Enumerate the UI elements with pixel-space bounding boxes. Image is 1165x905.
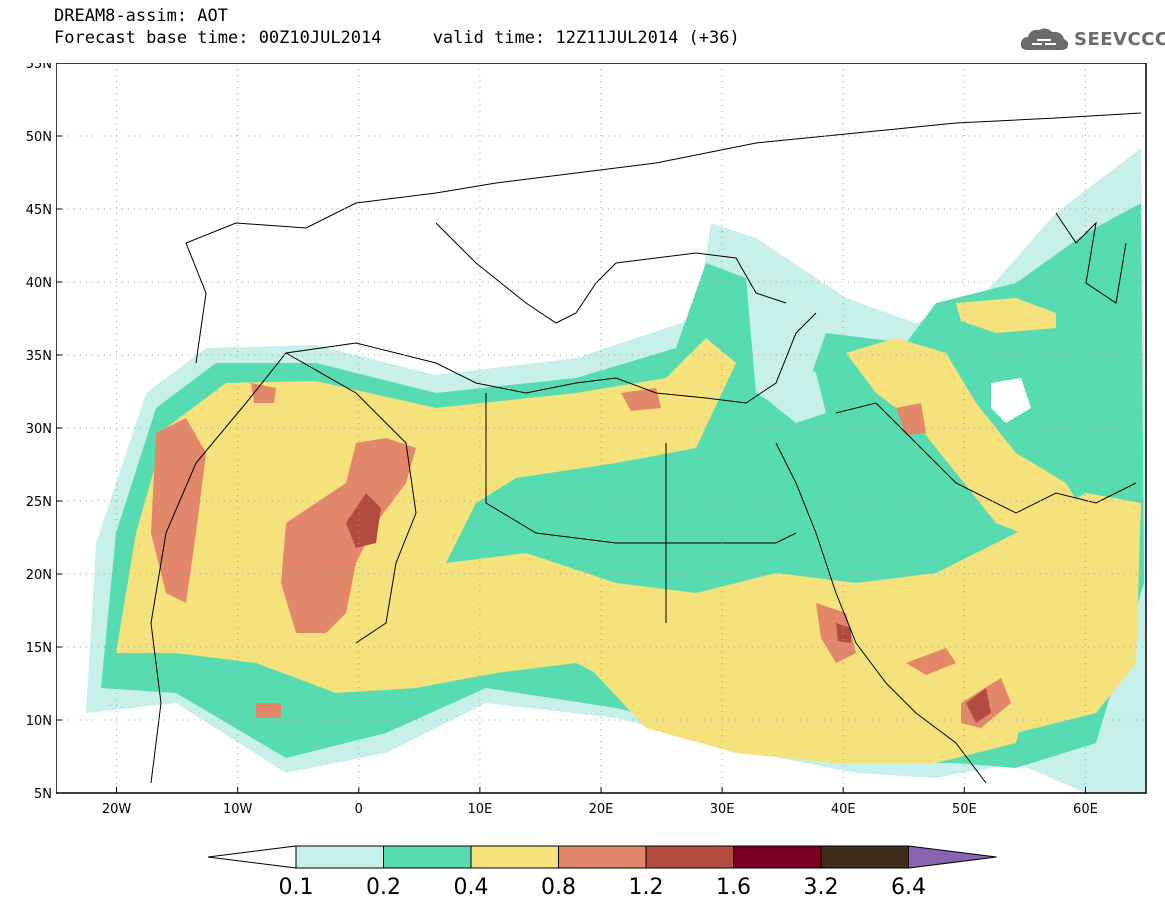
colorbar-swatch [558,845,647,869]
lon-tick-label: 10E [468,802,493,817]
colorbar-swatch [645,845,734,869]
colorbar-swatch [733,845,822,869]
colorbar-swatch [295,845,384,869]
aot-map: 20W 10W 0 10E 20E 30E 40E 50E 60E [56,63,1147,817]
logo-text: SEEVCCC [1074,28,1165,50]
lon-tick-label: 10W [223,802,253,817]
latitude-axis [56,63,62,794]
lat-tick-label: 15N [26,641,52,656]
map-title: DREAM8-assim: AOT [54,6,228,26]
longitude-axis: 20W 10W 0 10E 20E 30E 40E 50E 60E [102,787,1098,817]
lat-tick-label: 50N [26,130,52,145]
colorbar-swatch [383,845,472,869]
cloud-icon [1020,28,1069,50]
colorbar-label: 6.4 [891,875,926,900]
lat-tick-label: 25N [26,495,52,510]
lat-tick-label: 20N [26,568,52,583]
colorbar-label: 1.6 [716,875,751,900]
colorbar-label: 1.2 [629,875,664,900]
aot-field [86,148,1146,793]
lon-tick-label: 20E [589,802,614,817]
lon-tick-label: 20W [102,802,132,817]
colorbar-high-arrow [908,845,997,869]
lat-tick-label: 5N [34,787,52,802]
colorbar-label: 0.1 [279,875,314,900]
lon-tick-label: 0 [355,802,363,817]
seevccc-logo: SEEVCCC [1018,24,1165,54]
colorbar-swatch [470,845,559,869]
colorbar-label: 0.4 [454,875,489,900]
forecast-time-subtitle: Forecast base time: 00Z10JUL2014 valid t… [54,28,740,48]
colorbar-low-arrow [207,845,297,869]
lon-tick-label: 60E [1073,802,1098,817]
aot-colorbar: 0.1 0.2 0.4 0.8 1.2 1.6 3.2 6.4 [207,845,997,900]
coastlines [150,112,1142,784]
lon-tick-label: 50E [952,802,977,817]
lat-tick-label: 35N [26,349,52,364]
lat-tick-label: 45N [26,203,52,218]
lat-tick-label: 10N [26,714,52,729]
lon-tick-label: 30E [710,802,735,817]
lat-tick-label: 30N [26,422,52,437]
lon-tick-label: 40E [831,802,856,817]
lat-tick-label: 40N [26,276,52,291]
colorbar-label: 0.8 [541,875,576,900]
colorbar-swatch [820,845,909,869]
lat-label-column: 55N 50N 45N 40N 35N 30N 25N 20N 15N 10N 5N [26,63,52,802]
colorbar-label: 3.2 [804,875,839,900]
lat-tick-label: 55N [26,63,52,72]
map-plot-area [56,63,1147,794]
colorbar-label: 0.2 [366,875,401,900]
